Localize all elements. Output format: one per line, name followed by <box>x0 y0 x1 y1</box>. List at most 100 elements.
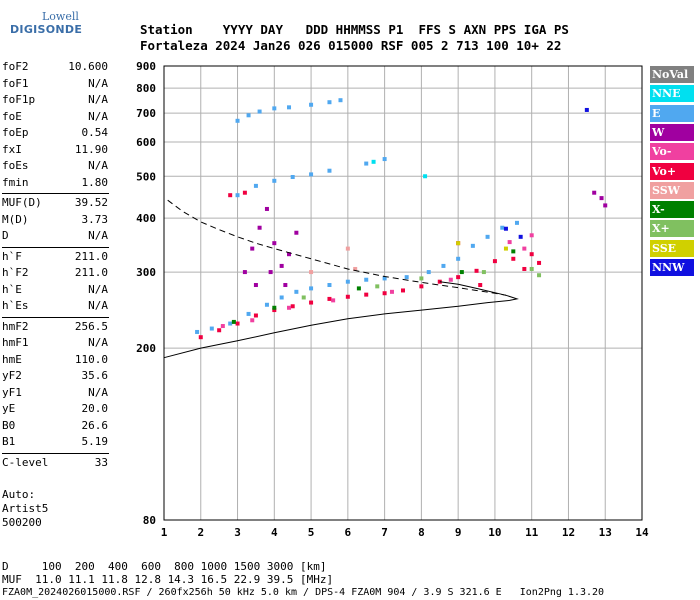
legend-item-e: E <box>650 104 694 122</box>
param-row-hmf1: hmF1 N/A <box>2 336 108 352</box>
param-name: yF2 <box>2 369 22 382</box>
param-name: hmF1 <box>2 336 29 349</box>
param-row-hmf2: hmF2 256.5 <box>2 320 108 336</box>
y-tick-label: 300 <box>136 266 156 279</box>
param-value: N/A <box>88 109 108 123</box>
param-value: 10.600 <box>68 60 108 73</box>
echo-point <box>250 246 255 251</box>
autoscale-code: 500200 <box>2 516 42 529</box>
legend-item-vo: Vo- <box>650 143 694 161</box>
echo-point <box>327 100 332 105</box>
y-tick-label: 500 <box>136 170 156 183</box>
legend-item-sse: SSE <box>650 239 694 257</box>
echo-point <box>426 270 431 275</box>
echo-point <box>287 252 292 257</box>
legend-item-vo: Vo+ <box>650 162 694 180</box>
param-name: foF2 <box>2 60 29 73</box>
echo-point <box>309 300 314 305</box>
param-row-md: M(D) 3.73 <box>2 213 108 229</box>
param-row-foe: foE N/A <box>2 110 108 126</box>
echo-point <box>272 106 277 111</box>
param-row-yf2: yF2 35.6 <box>2 369 108 385</box>
echo-point <box>242 190 247 195</box>
param-value: N/A <box>88 336 108 349</box>
echo-point <box>228 321 233 326</box>
param-name: hmE <box>2 352 22 366</box>
param-value: 3.73 <box>81 212 109 226</box>
echo-point <box>209 326 214 331</box>
echo-point <box>522 266 527 271</box>
echo-point <box>294 289 299 294</box>
echo-point <box>382 276 387 281</box>
echo-point <box>272 241 277 246</box>
param-value: 5.19 <box>81 435 109 448</box>
echo-point <box>356 286 361 291</box>
param-row-fof1p: foF1p N/A <box>2 93 108 109</box>
echo-point <box>537 260 542 265</box>
param-value: 20.0 <box>81 402 109 415</box>
echo-point <box>470 243 475 248</box>
param-row-hme: hmE 110.0 <box>2 353 108 369</box>
echo-point <box>231 319 236 324</box>
param-name: foEp <box>2 126 29 139</box>
echo-point <box>537 273 542 278</box>
echo-point <box>272 308 277 313</box>
param-row-hf2: h`F2 211.0 <box>2 266 108 282</box>
y-tick-label: 700 <box>136 107 156 120</box>
echo-point <box>257 225 262 230</box>
echo-point <box>345 246 350 251</box>
x-tick-label: 9 <box>455 526 462 539</box>
param-value: N/A <box>88 76 108 90</box>
param-row-clevel: C-level 33 <box>2 456 108 472</box>
logo-text-digisonde: DIGISONDE <box>10 23 83 36</box>
x-tick-label: 12 <box>562 526 575 539</box>
echo-point <box>290 304 295 309</box>
x-tick-label: 14 <box>635 526 649 539</box>
autoscale-label: Auto: <box>2 488 36 501</box>
param-value: N/A <box>88 229 108 242</box>
x-tick-label: 6 <box>345 526 352 539</box>
x-tick-label: 13 <box>599 526 612 539</box>
solid-profile-curve <box>163 281 519 359</box>
lowell-digisonde-logo: Lowell DIGISONDE <box>4 6 82 40</box>
echo-point <box>492 259 497 264</box>
echo-point <box>481 270 486 275</box>
param-row-fxi: fxI 11.90 <box>2 143 108 159</box>
echo-point <box>503 226 508 231</box>
echo-point <box>272 305 277 310</box>
echo-point <box>327 296 332 301</box>
param-row-d: D N/A <box>2 229 108 245</box>
echo-point <box>309 102 314 107</box>
y-tick-label: 900 <box>136 60 156 73</box>
param-value: N/A <box>88 299 108 312</box>
echo-point <box>246 311 251 316</box>
x-tick-label: 8 <box>418 526 425 539</box>
y-tick-label: 600 <box>136 136 156 149</box>
legend-item-w: W <box>650 123 694 141</box>
param-name: hmF2 <box>2 319 29 333</box>
param-name: C-level <box>2 455 49 469</box>
param-row-fof2: foF2 10.600 <box>2 60 108 76</box>
echo-point <box>592 190 597 195</box>
param-value: N/A <box>88 385 108 399</box>
footer-file-info: FZA0M_2024026015000.RSF / 260fx256h 50 k… <box>2 587 605 598</box>
echo-point <box>371 159 376 164</box>
echo-point <box>250 318 255 323</box>
echo-point <box>309 270 314 275</box>
echo-point <box>246 113 251 118</box>
param-row-mufd: MUF(D) 39.52 <box>2 196 108 212</box>
x-tick-label: 1 <box>161 526 168 539</box>
y-tick-label: 800 <box>136 82 156 95</box>
param-value: 26.6 <box>81 418 109 432</box>
param-row-hes: h`Es N/A <box>2 299 108 315</box>
echo-point <box>283 283 288 288</box>
echo-point <box>401 288 405 293</box>
plot-frame <box>163 65 643 521</box>
echo-point <box>507 240 512 245</box>
echo-point <box>382 157 387 162</box>
legend-item-nne: NNE <box>650 85 694 103</box>
x-tick-label: 2 <box>197 526 204 539</box>
param-row-hf: h`F 211.0 <box>2 250 108 266</box>
echo-point <box>364 292 369 297</box>
